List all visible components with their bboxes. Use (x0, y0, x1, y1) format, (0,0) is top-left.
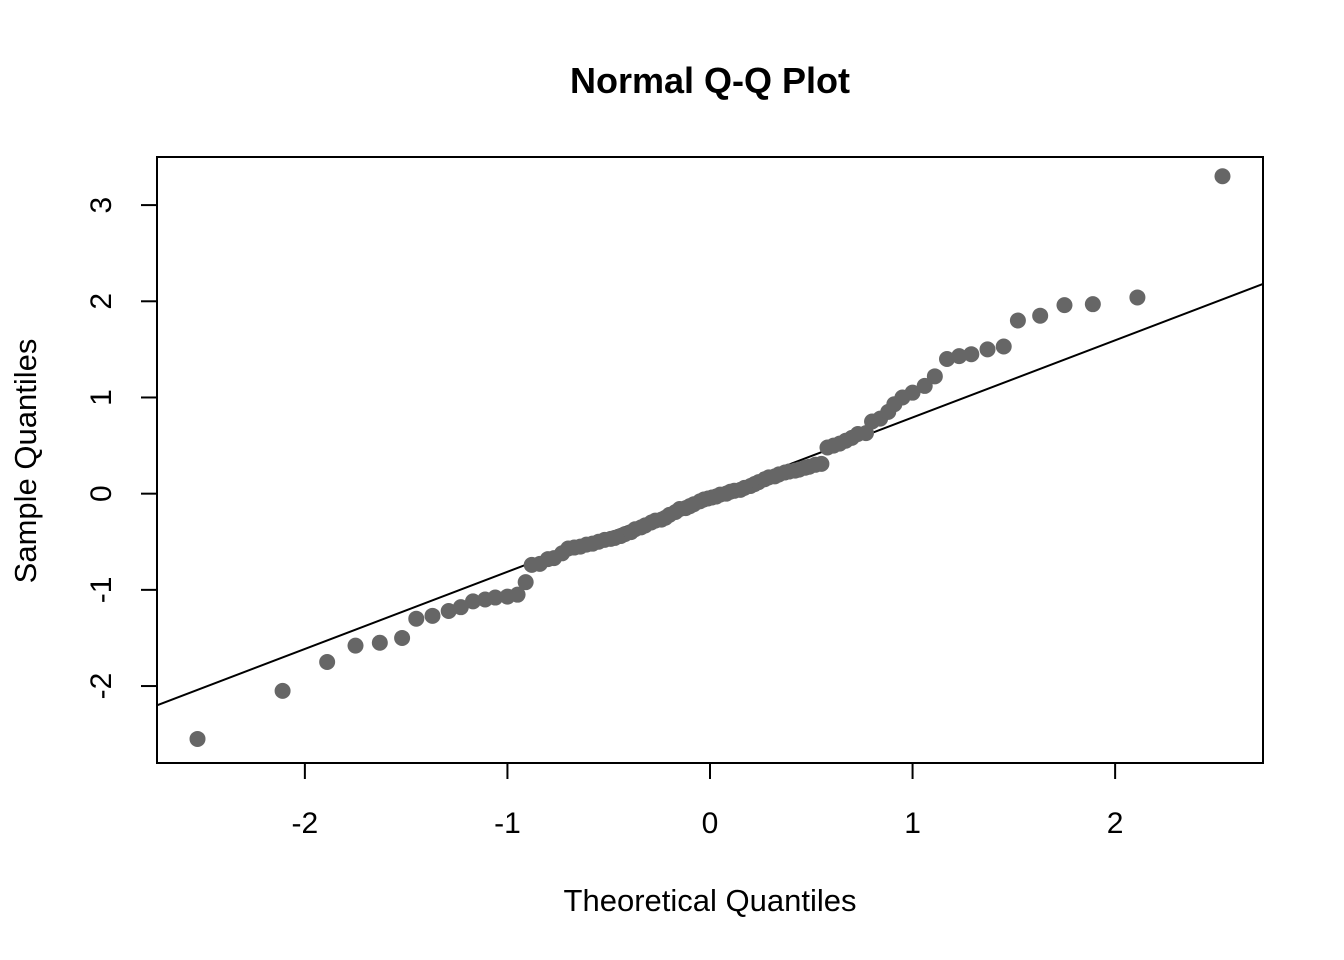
data-point (1009, 312, 1026, 329)
y-axis: -2 -1 0 1 2 3 (85, 197, 157, 700)
data-point (926, 368, 943, 385)
y-tick-label: 1 (85, 389, 118, 406)
data-point (189, 730, 206, 747)
y-tick-label: -1 (85, 577, 118, 604)
data-point (1084, 296, 1101, 313)
data-point (465, 593, 481, 610)
data-point (394, 629, 411, 646)
x-axis: -2 -1 0 1 2 (292, 763, 1124, 840)
data-point (904, 384, 921, 401)
data-point (979, 341, 996, 358)
data-point (963, 346, 980, 363)
data-point (939, 351, 955, 367)
data-point (440, 603, 457, 620)
y-tick-label: 3 (85, 197, 118, 214)
data-point (813, 455, 830, 472)
data-point (509, 586, 526, 603)
data-point (1032, 307, 1049, 324)
data-point (1129, 289, 1146, 306)
data-point (517, 574, 534, 591)
data-point (319, 654, 336, 670)
data-point (452, 599, 469, 616)
plot-frame (156, 156, 1264, 764)
data-point (951, 348, 968, 365)
x-tick-label: 0 (702, 807, 719, 840)
data-point (995, 338, 1012, 355)
x-axis-label: Theoretical Quantiles (564, 883, 857, 918)
y-tick-label: -2 (85, 673, 118, 700)
x-tick-label: -2 (292, 807, 319, 840)
data-point (1056, 297, 1073, 314)
chart-title: Normal Q-Q Plot (570, 60, 850, 101)
x-tick-label: 1 (904, 807, 921, 840)
data-point (916, 377, 933, 394)
data-point (424, 607, 441, 624)
data-point (487, 589, 504, 606)
data-point (408, 610, 425, 627)
y-tick-label: 2 (85, 293, 118, 310)
points-group (189, 168, 1231, 747)
data-point (274, 682, 291, 699)
x-tick-label: -1 (494, 807, 521, 840)
data-point (1214, 168, 1231, 185)
y-tick-label: 0 (85, 485, 118, 502)
y-axis-label: Sample Quantiles (8, 339, 43, 584)
data-point (371, 634, 388, 651)
x-tick-label: 2 (1107, 807, 1124, 840)
data-point (347, 637, 364, 654)
